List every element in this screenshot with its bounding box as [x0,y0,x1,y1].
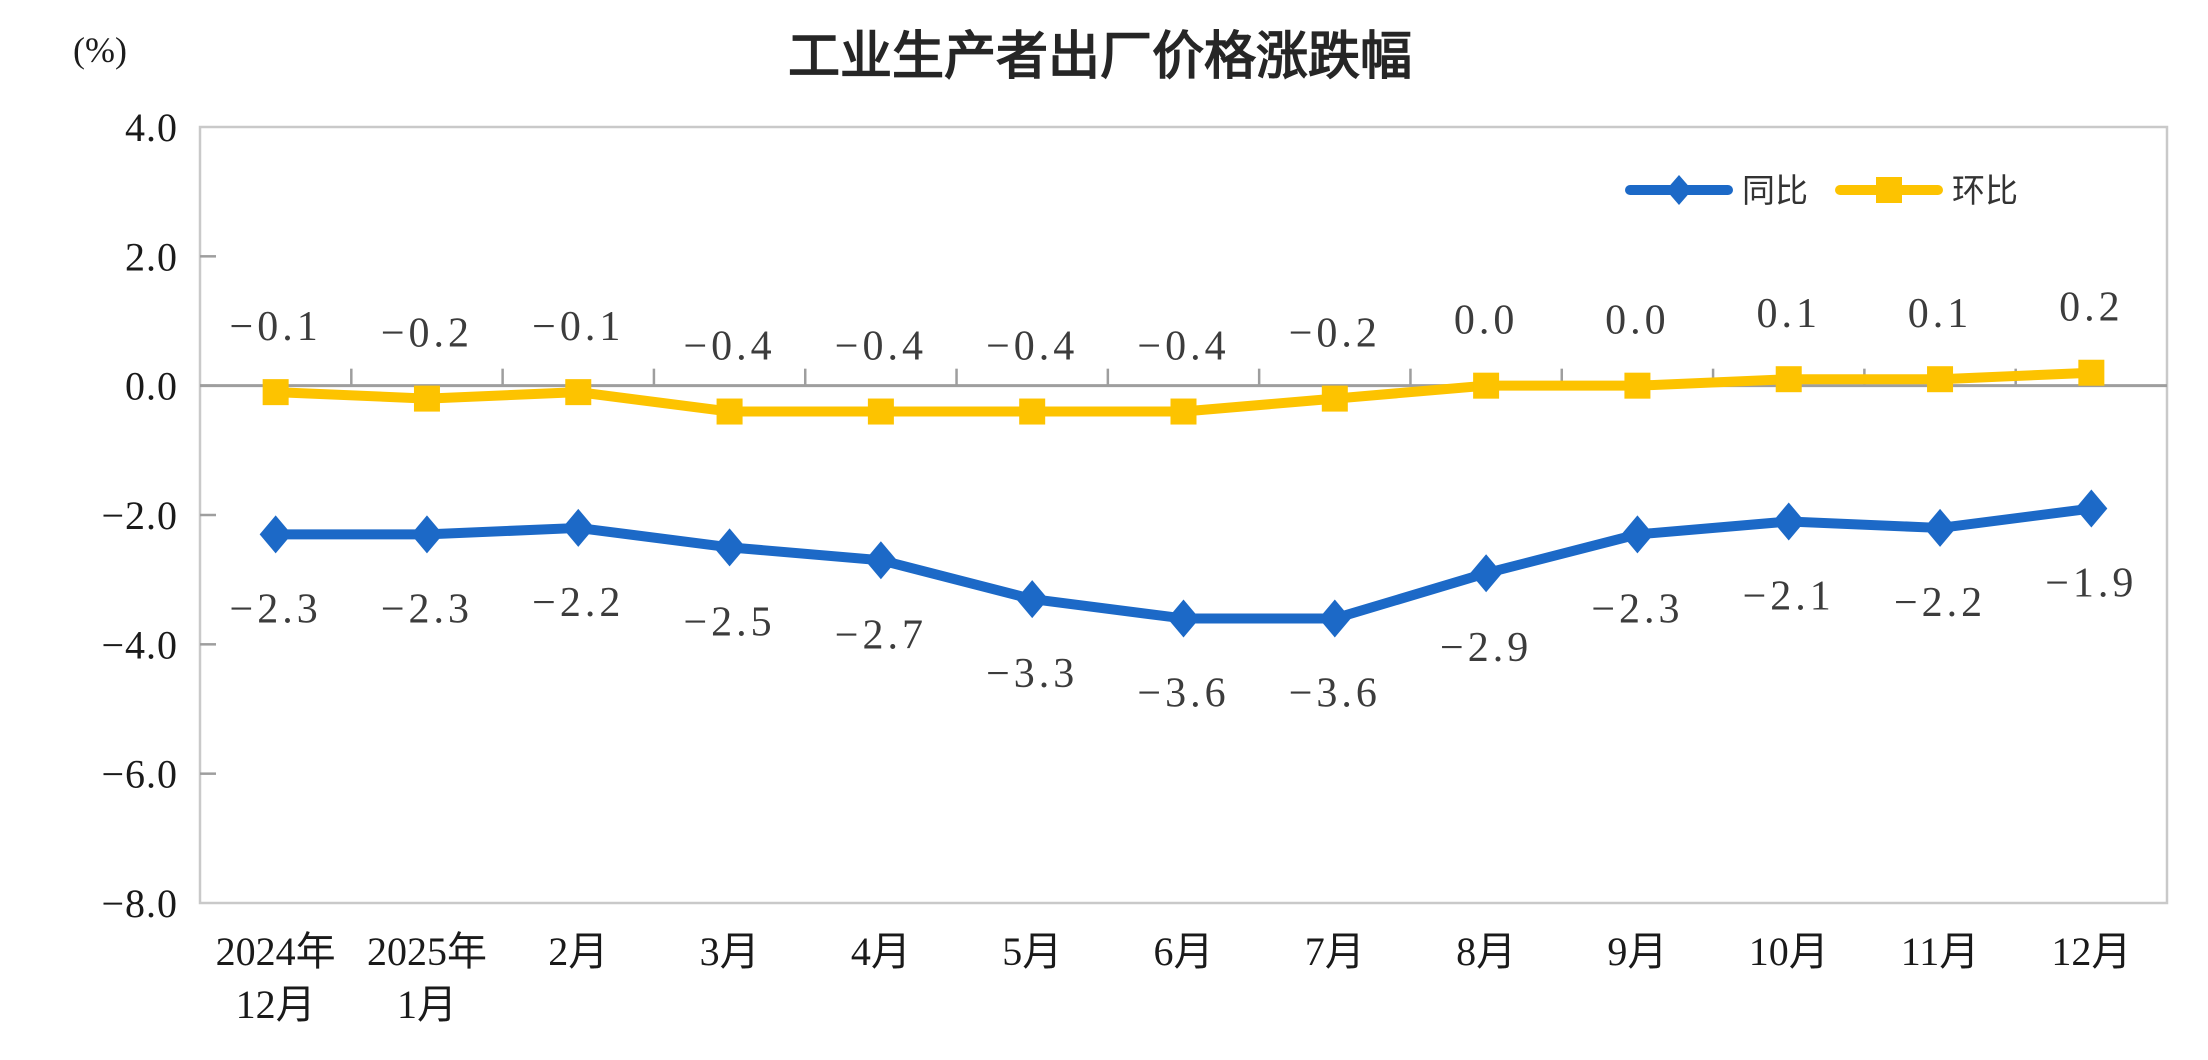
plot-area: 4.0 2.0 0.0 −2.0 −4.0 −6.0 −8.0 2024年 12月 2025年 1月… [101,105,2169,1027]
data-label: −3.3 [986,651,1078,697]
data-label: −2.3 [1591,586,1683,632]
x-axis-label: 11月 [1901,929,1980,974]
data-label: −2.9 [1440,625,1532,671]
y-axis-tick-label: 2.0 [125,234,178,279]
data-label: −2.5 [683,599,775,645]
data-point-square [867,398,894,425]
data-point-diamond [864,541,897,580]
data-label: −3.6 [1289,670,1381,716]
data-label: −2.2 [532,580,624,626]
chart-title: 工业生产者出厂价格涨跌幅 [788,28,1412,86]
data-point-square [716,398,743,425]
data-label: −0.4 [1137,324,1229,370]
x-axis-label: 1月 [397,982,457,1027]
data-label: −2.3 [230,586,322,632]
data-point-square [2078,359,2105,386]
legend-marker-square [1876,177,1902,203]
data-label: 0.0 [1605,298,1670,344]
data-point-diamond [259,515,292,554]
x-axis-label: 12月 [2051,929,2131,974]
y-axis-tick-label: −4.0 [101,622,178,667]
data-label: −0.2 [1289,311,1381,357]
data-point-square [1321,385,1348,412]
data-point-diamond [1167,599,1200,638]
data-point-diamond [1924,508,1957,547]
data-point-square [262,379,289,406]
data-point-square [1624,372,1651,399]
x-axis-label: 2月 [548,929,608,974]
x-axis-label: 2025年 [367,929,487,974]
x-axis-label: 6月 [1154,929,1214,974]
y-axis-tick-label: −6.0 [101,752,178,797]
data-label: 0.0 [1454,298,1519,344]
legend-marker-diamond [1666,175,1692,205]
x-axis-label: 4月 [851,929,911,974]
x-axis-label: 3月 [700,929,760,974]
y-axis-tick-label: 0.0 [125,364,178,409]
data-point-diamond [713,528,746,567]
legend-label-环比: 环比 [1952,174,2018,210]
x-axis-label: 9月 [1607,929,1667,974]
data-point-diamond [1318,599,1351,638]
x-axis-label: 7月 [1305,929,1365,974]
data-point-square [413,385,440,412]
data-point-square [1775,366,1802,393]
data-label: −0.1 [532,304,624,350]
data-point-diamond [1470,554,1503,593]
data-label: 0.2 [2059,285,2124,331]
data-point-square [1927,366,1954,393]
data-point-square [1019,398,1046,425]
data-label: −0.1 [230,304,322,350]
legend-label-同比: 同比 [1742,174,1808,210]
x-axis-label: 8月 [1456,929,1516,974]
y-axis-tick-label: −8.0 [101,881,178,926]
data-label: −2.1 [1743,573,1835,619]
y-axis-tick-label: 4.0 [125,105,178,150]
data-point-diamond [2075,489,2108,528]
x-axis-label: 12月 [236,982,316,1027]
data-label: 0.1 [1756,291,1821,337]
x-axis-label: 5月 [1002,929,1062,974]
x-axis-label: 10月 [1749,929,1829,974]
y-axis-tick-label: −2.0 [101,493,178,538]
data-label: −0.4 [986,324,1078,370]
data-label: −2.7 [835,612,927,658]
data-point-diamond [1772,502,1805,541]
data-point-diamond [562,508,595,547]
data-label: −2.3 [381,586,473,632]
data-point-square [1170,398,1197,425]
data-label: −1.9 [2045,561,2137,607]
data-point-diamond [1016,580,1049,619]
data-label: 0.1 [1908,291,1973,337]
data-label: −0.4 [835,324,927,370]
y-axis-unit-label: (%) [73,30,127,70]
data-point-diamond [410,515,443,554]
data-point-square [565,379,592,406]
x-axis-label: 2024年 [216,929,336,974]
plot-frame [198,125,2169,905]
data-point-diamond [1621,515,1654,554]
data-label: −0.2 [381,311,473,357]
data-point-square [1473,372,1500,399]
data-label: −3.6 [1137,670,1229,716]
data-label: −0.4 [683,324,775,370]
data-label: −2.2 [1894,580,1986,626]
